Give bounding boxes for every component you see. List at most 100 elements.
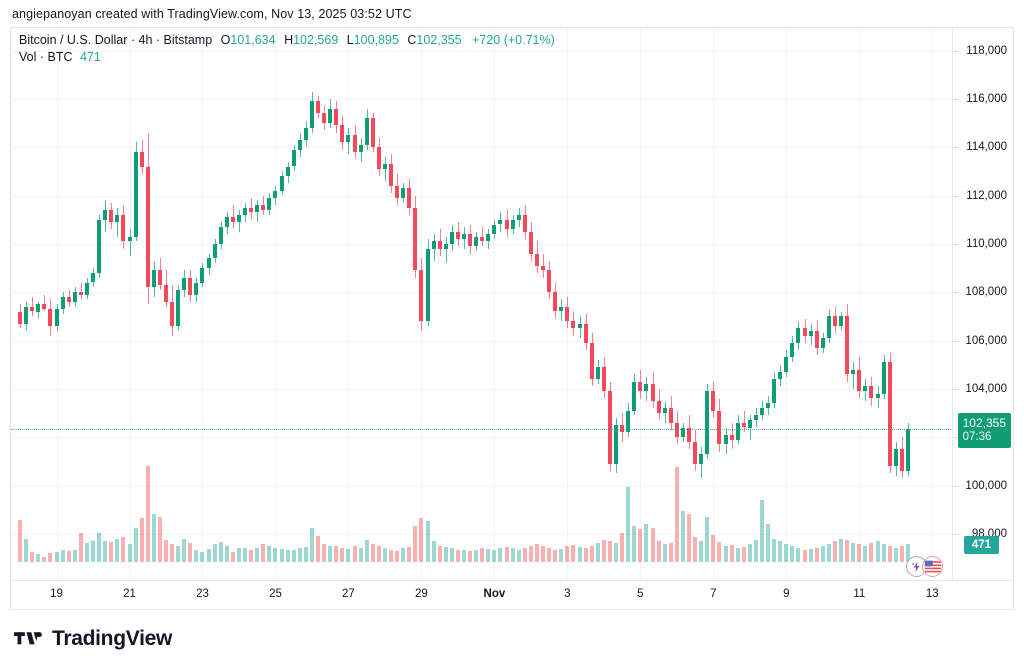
candle-body-up [383, 164, 387, 169]
candle-body-up [498, 219, 502, 225]
volume-bar [614, 542, 618, 562]
volume-bar [711, 534, 715, 562]
candle-body-up [681, 427, 685, 438]
candle-body-up [134, 152, 138, 237]
candle-body-down [833, 316, 837, 326]
volume-bar [97, 533, 101, 562]
volume-bar [608, 541, 612, 562]
volume-bar [827, 544, 831, 562]
candle-body-up [207, 258, 211, 268]
candle-body-down [146, 166, 150, 288]
candle-body-down [316, 101, 320, 114]
time-tick-label: 21 [123, 588, 136, 600]
candle-body-down [711, 391, 715, 411]
volume-bar [243, 547, 247, 562]
us-flag-icon[interactable] [922, 556, 943, 577]
volume-bar [492, 550, 496, 562]
volume-bar [468, 551, 472, 562]
candle-body-up [200, 268, 204, 283]
grid-line-horizontal [11, 389, 953, 390]
candle-body-down [48, 309, 52, 326]
candle-body-up [827, 316, 831, 339]
volume-bar [693, 537, 697, 562]
volume-bar [766, 523, 770, 562]
candle-body-down [170, 301, 174, 326]
volume-bar [596, 542, 600, 562]
candle-body-down [742, 422, 746, 428]
candle-body-down [30, 306, 34, 312]
candle-body-up [492, 224, 496, 235]
volume-bar [79, 533, 83, 562]
volume-bar [748, 543, 752, 562]
candle-body-down [389, 164, 393, 186]
candle-body-down [669, 408, 673, 423]
candle-body-down [353, 135, 357, 152]
volume-bar [772, 539, 776, 562]
candle-body-down [529, 231, 533, 254]
candle-body-up [839, 316, 843, 326]
candle-body-up [474, 236, 478, 247]
volume-bar [535, 544, 539, 562]
candle-body-down [565, 306, 569, 322]
volume-bar [389, 550, 393, 562]
chart-corner-badges [906, 556, 943, 577]
candle-body-up [760, 408, 764, 416]
candle-body-down [900, 449, 904, 471]
chart-plot-area[interactable] [11, 28, 953, 582]
volume-bar [152, 514, 156, 562]
time-axis[interactable]: 19 21 23 25 27 29 Nov 3 5 7 9 11 13 [11, 580, 1013, 609]
candle-body-up [267, 197, 271, 210]
candle-body-up [644, 384, 648, 392]
volume-bar [754, 540, 758, 562]
volume-bar [602, 540, 606, 562]
volume-bar [18, 519, 22, 562]
volume-bar [663, 544, 667, 562]
volume-bar [669, 542, 673, 562]
volume-bar [419, 518, 423, 562]
volume-bar [547, 548, 551, 562]
candle-body-up [280, 176, 284, 191]
candle-wick [744, 410, 745, 433]
volume-bar [845, 540, 849, 562]
volume-bar [426, 520, 430, 562]
volume-bar [249, 549, 253, 562]
candle-body-up [736, 422, 740, 440]
price-tick-dash [953, 51, 959, 52]
volume-bar [790, 545, 794, 562]
volume-bar [894, 547, 898, 562]
price-tick-label: 108,000 [965, 286, 1007, 299]
candle-body-down [231, 217, 235, 223]
candle-body-up [152, 270, 156, 288]
volume-bar [651, 527, 655, 562]
volume-bar [55, 551, 59, 562]
tradingview-logo-icon [14, 631, 42, 644]
candle-body-down [815, 330, 819, 348]
candle-body-down [322, 113, 326, 123]
time-tick-label: 27 [342, 588, 355, 600]
candle-body-up [346, 135, 350, 143]
candle-body-down [140, 152, 144, 167]
candle-body-up [237, 214, 241, 223]
grid-line-vertical [494, 28, 495, 582]
candle-body-up [578, 323, 582, 329]
chart-frame: Bitcoin / U.S. Dollar · 4h · Bitstamp O1… [10, 27, 1014, 610]
candle-body-up [194, 282, 198, 295]
volume-bar [571, 544, 575, 562]
volume-bar [194, 549, 198, 562]
volume-bar [225, 546, 229, 562]
candle-body-down [505, 219, 509, 230]
grid-line-horizontal [11, 437, 953, 438]
candle-body-down [845, 316, 849, 375]
candle-body-down [395, 185, 399, 198]
price-axis[interactable]: 118,000 116,000 114,000 112,000 110,000 108,0… [952, 28, 1013, 582]
price-line-dotted [11, 429, 953, 430]
candle-body-up [748, 420, 752, 428]
time-tick-label: 9 [783, 588, 790, 600]
volume-bar [675, 467, 679, 562]
time-tick-label: 29 [415, 588, 428, 600]
volume-bar [638, 529, 642, 562]
candle-body-down [687, 427, 691, 442]
volume-bar [486, 548, 490, 562]
candle-body-up [298, 139, 302, 150]
